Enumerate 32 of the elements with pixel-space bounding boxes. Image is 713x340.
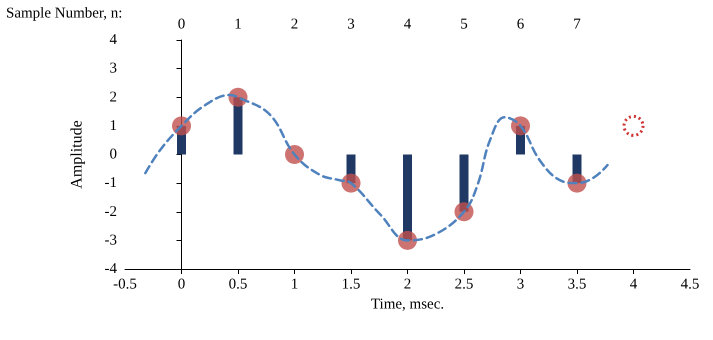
y-tick-label: 0 [110,146,117,162]
x2-tick-label: 4 [404,16,412,32]
y-tick-label: 4 [110,32,118,48]
x2-tick-label: 2 [290,16,298,32]
x-tick-label: 1 [290,276,298,292]
x-tick-label: 3.5 [568,276,586,292]
y-tick-label: -2 [104,204,117,220]
x-tick-label: -0.5 [113,276,137,292]
x2-tick-label: 0 [178,16,186,32]
x-axis-title: Time, msec. [370,296,444,312]
x-tick-label: 3 [516,276,524,292]
y-tick-label: 3 [110,60,117,77]
x-tick-label: 2.5 [454,276,474,292]
x2-axis-title: Sample Number, n: [6,6,122,22]
point [622,114,644,137]
x-tick-label: 4 [630,276,638,292]
y-tick-label: 1 [110,118,117,134]
x-tick-label: 4.5 [680,276,700,292]
y-tick-label: 2 [110,89,117,106]
x2-tick-label: 6 [516,16,525,32]
y-tick-label: -4 [104,261,118,277]
x-tick-label: 0 [178,276,186,292]
x2-tick-label: 1 [234,16,242,32]
x2-tick-label: 3 [347,16,355,32]
y-axis-title: Amplitude [68,120,86,189]
x2-tick-label: 7 [573,16,582,32]
y-tick-label: -3 [104,232,117,248]
x-tick-label: 0.5 [228,276,248,292]
y-tick-label: -1 [104,175,117,192]
x-tick-label: 1.5 [342,276,360,292]
x2-tick-label: 5 [460,16,468,32]
x-tick-label: 2 [404,276,412,292]
